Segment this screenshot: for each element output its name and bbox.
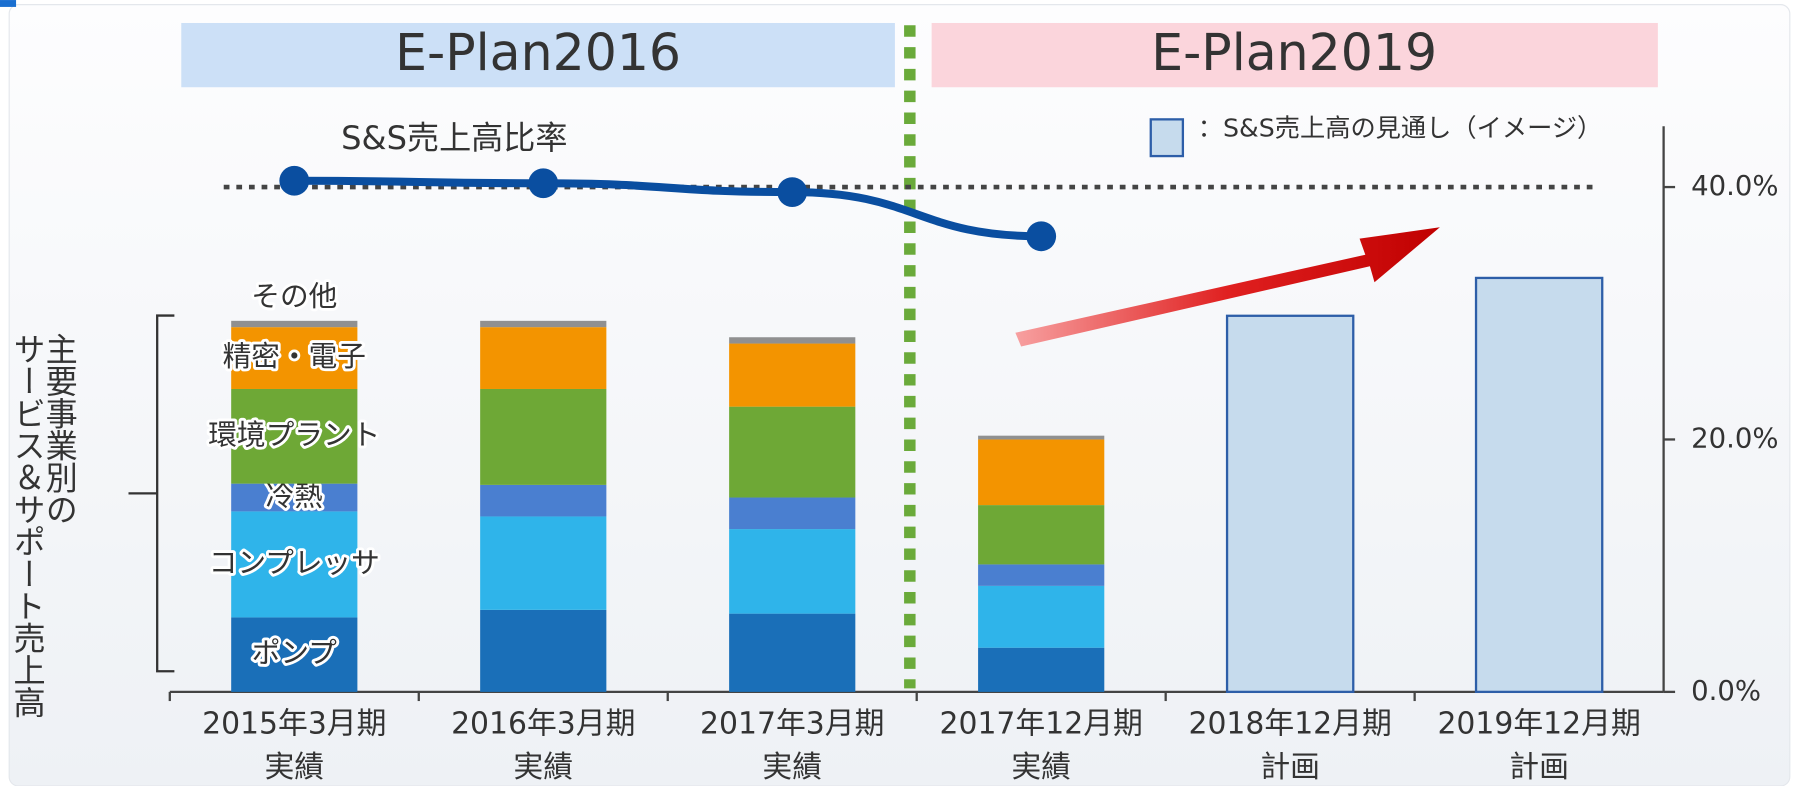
bar-segment: [480, 327, 607, 389]
y2-tick-label: 40.0%: [1691, 170, 1778, 202]
x-tick-label: 2016年3月期: [451, 707, 635, 742]
x-tick-label: 計画: [1260, 750, 1320, 785]
y-axis-label: 主要事業別の: [41, 333, 79, 526]
bracket: [128, 314, 175, 673]
y2-tick-label: 0.0%: [1691, 675, 1761, 707]
growth-arrow: [1015, 227, 1440, 347]
x-tick-label: 2017年12月期: [940, 707, 1143, 742]
segment-label: コンプレッサ: [209, 545, 380, 579]
bar-segment: [1225, 314, 1355, 694]
bar-segment: [978, 564, 1105, 586]
segment-label: ポンプ: [252, 636, 337, 670]
line-series: [294, 176, 1042, 241]
x-tick-label: 2019年12月期: [1437, 707, 1640, 742]
bar-segment: [480, 516, 607, 610]
line-marker: [279, 165, 310, 196]
x-tick-label: 2017年3月期: [700, 707, 884, 742]
bar-segment: [231, 327, 358, 389]
y-axis-label: サービス＆サポート売上高: [9, 333, 47, 719]
x-tick-label: 2018年12月期: [1188, 707, 1391, 742]
segment-label: 環境プラント: [208, 417, 380, 451]
x-tick-label: 計画: [1509, 750, 1569, 785]
x-tick-label: 2015年3月期: [202, 707, 386, 742]
bar-segment: [978, 647, 1105, 692]
bar-segment: [231, 320, 358, 328]
banner-text: E-Plan2019: [1151, 23, 1437, 82]
bar-segment: [978, 505, 1105, 565]
bar-segment: [1474, 276, 1604, 694]
banner: [931, 22, 1658, 88]
legend-label: ：S&S売上高の見通し（イメージ）: [1198, 114, 1603, 143]
line-marker: [528, 168, 559, 199]
line-marker: [777, 177, 808, 208]
bar-segment: [480, 484, 607, 517]
bar-segment: [729, 343, 856, 407]
bar-segment: [729, 613, 856, 692]
bar-segment: [480, 388, 607, 485]
bar-segment: [729, 406, 856, 498]
bar-segment: [729, 337, 856, 344]
bar-segment: [231, 617, 358, 692]
bar-segment: [978, 439, 1105, 506]
x-tick-label: 実績: [513, 750, 573, 785]
banner: [181, 22, 895, 88]
segment-label: 精密・電子: [223, 339, 366, 373]
bar-segment: [231, 483, 358, 512]
corner-mark: [0, 0, 17, 7]
x-tick-label: 実績: [762, 750, 822, 785]
bar-segment: [480, 320, 607, 328]
line-title: S&S売上高比率: [341, 119, 567, 157]
x-tick-label: 実績: [264, 750, 324, 785]
segment-label: その他: [251, 279, 337, 313]
bar-segment: [231, 511, 358, 618]
x-tick-label: 実績: [1011, 750, 1071, 785]
bar-segment: [729, 497, 856, 530]
bar-segment: [231, 388, 358, 484]
bar-segment: [480, 609, 607, 692]
line-marker: [1026, 221, 1057, 252]
legend-swatch: [1149, 118, 1185, 158]
bar-segment: [729, 529, 856, 614]
banner-text: E-Plan2016: [395, 23, 681, 82]
bar-segment: [978, 585, 1105, 648]
bar-segment: [978, 435, 1105, 440]
y2-tick-label: 20.0%: [1691, 422, 1778, 454]
